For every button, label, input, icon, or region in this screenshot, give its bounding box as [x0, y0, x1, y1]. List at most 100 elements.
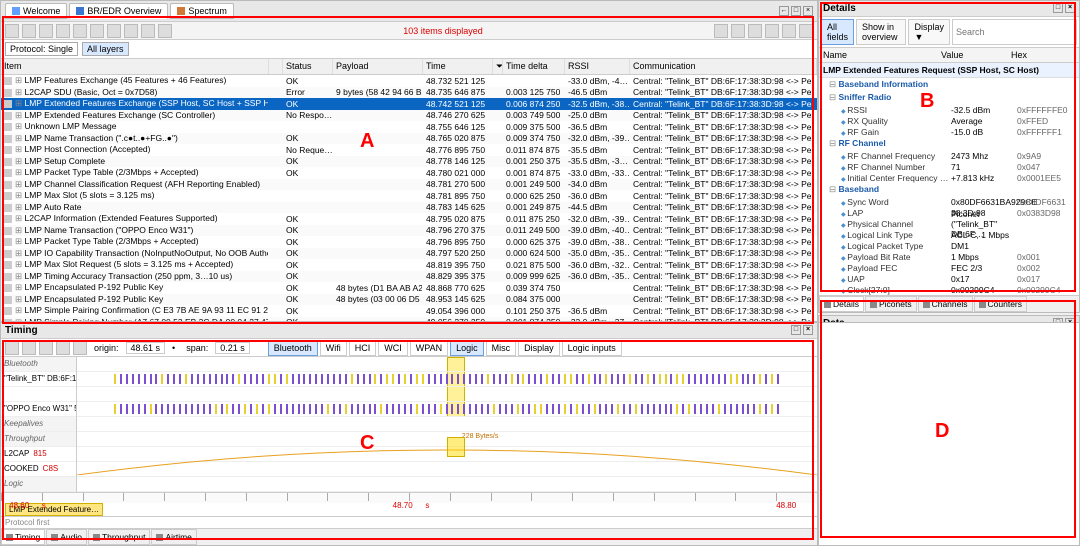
timing-btn[interactable]: [56, 341, 70, 355]
layers-filter[interactable]: All layers: [82, 42, 129, 56]
toolbar-btn[interactable]: [73, 24, 87, 38]
details-item[interactable]: Payload Bit Rate1 Mbps0x001: [819, 251, 1079, 262]
dcol-hex[interactable]: Hex: [1007, 48, 1079, 62]
btab-audio[interactable]: Audio: [46, 529, 87, 545]
toolbar-btn[interactable]: [731, 24, 745, 38]
table-row[interactable]: LMP Channel Classification Request (AFH …: [1, 179, 817, 191]
details-item[interactable]: Sync Word0x80DF6631BA929CE0x80DF6631: [819, 196, 1079, 207]
toolbar-btn[interactable]: [107, 24, 121, 38]
details-search[interactable]: [952, 19, 1077, 45]
span-value[interactable]: 0.21 s: [215, 342, 250, 354]
col-item[interactable]: Item: [1, 59, 269, 74]
table-row[interactable]: LMP Packet Type Table (2/3Mbps + Accepte…: [1, 236, 817, 248]
toolbar-btn[interactable]: [141, 24, 155, 38]
details-item[interactable]: RF Channel Number710x047: [819, 161, 1079, 172]
table-row[interactable]: LMP Max Slot Request (5 slots = 3.125 ms…: [1, 259, 817, 271]
toolbar-btn[interactable]: [56, 24, 70, 38]
lane-category[interactable]: Logic: [1, 477, 76, 492]
table-row[interactable]: LMP Extended Features Exchange (SC Contr…: [1, 110, 817, 122]
btab-counters[interactable]: Counters: [974, 296, 1028, 312]
tab-spectrum[interactable]: Spectrum: [170, 3, 234, 19]
tab-display[interactable]: Display ▼: [908, 19, 950, 45]
table-row[interactable]: LMP Features Exchange (45 Features + 46 …: [1, 75, 817, 87]
filter-tab-misc[interactable]: Misc: [486, 340, 517, 356]
timing-btn[interactable]: [5, 341, 19, 355]
filter-tab-wpan[interactable]: WPAN: [410, 340, 448, 356]
timing-track[interactable]: [77, 417, 817, 432]
packet-rows[interactable]: LMP Features Exchange (45 Features + 46 …: [1, 75, 817, 321]
btab-channels[interactable]: Channels: [918, 296, 973, 312]
col-comm[interactable]: Communication: [630, 59, 817, 74]
details-item[interactable]: Clock[27:0]0x00299C40x00299C4: [819, 284, 1079, 295]
lane-label[interactable]: L2CAP815: [1, 447, 76, 462]
col-status[interactable]: Status: [283, 59, 333, 74]
btab-timing[interactable]: Timing: [1, 529, 45, 545]
btab-piconets[interactable]: Piconets: [865, 296, 917, 312]
details-group[interactable]: Baseband: [819, 183, 1079, 196]
timing-btn[interactable]: [22, 341, 36, 355]
col-delta[interactable]: Time delta: [503, 59, 565, 74]
filter-tab-logic[interactable]: Logic: [450, 340, 484, 356]
table-row[interactable]: LMP Simple Pairing Number (A7 67 00 53 E…: [1, 317, 817, 322]
panel-a-collapse[interactable]: ←: [779, 6, 789, 16]
panel-b-max[interactable]: □: [1053, 3, 1063, 13]
table-row[interactable]: LMP Name Transaction ("OPPO Enco W31")OK…: [1, 225, 817, 237]
details-item[interactable]: Logical Packet TypeDM1: [819, 240, 1079, 251]
filter-tab-bluetooth[interactable]: Bluetooth: [268, 340, 318, 356]
toolbar-btn[interactable]: [39, 24, 53, 38]
table-row[interactable]: LMP Name Transaction (".c●t..●+FG..●")OK…: [1, 133, 817, 145]
timing-track[interactable]: [77, 477, 817, 492]
details-group[interactable]: Baseband Information: [819, 78, 1079, 91]
toolbar-btn[interactable]: [714, 24, 728, 38]
details-item[interactable]: RF Channel Frequency2473 Mhz0x9A9: [819, 150, 1079, 161]
timing-track[interactable]: [77, 402, 817, 417]
tab-overview[interactable]: Show in overview: [856, 19, 906, 45]
btab-throughput[interactable]: Throughput: [88, 529, 150, 545]
toolbar-btn[interactable]: [782, 24, 796, 38]
btab-details[interactable]: Details: [819, 296, 864, 312]
timing-track[interactable]: [77, 387, 817, 402]
table-row[interactable]: LMP Timing Accuracy Transaction (250 ppm…: [1, 271, 817, 283]
details-item[interactable]: Logical Link TypeACL-C, 1 Mbps: [819, 229, 1079, 240]
timing-track[interactable]: [77, 372, 817, 387]
origin-value[interactable]: 48.61 s: [126, 342, 166, 354]
table-row[interactable]: LMP Auto Rate48.783 145 6250.001 249 875…: [1, 202, 817, 214]
btab-airtime[interactable]: Airtime: [151, 529, 196, 545]
details-item[interactable]: LAP38:3D:980x0383D98: [819, 207, 1079, 218]
filter-tab-wifi[interactable]: Wifi: [320, 340, 347, 356]
timing-ruler[interactable]: 48.60 s 48.70 s 48.80: [1, 492, 817, 503]
filter-tab-hci[interactable]: HCI: [349, 340, 377, 356]
toolbar-btn[interactable]: [158, 24, 172, 38]
details-item[interactable]: RSSI-32.5 dBm0xFFFFFFE0: [819, 104, 1079, 115]
details-item[interactable]: Initial Center Frequency …+7.813 kHz0x00…: [819, 172, 1079, 183]
table-row[interactable]: LMP Simple Pairing Confirmation (C E3 7B…: [1, 305, 817, 317]
timing-btn[interactable]: [73, 341, 87, 355]
table-row[interactable]: LMP Host Connection (Accepted)No Reque…4…: [1, 144, 817, 156]
timing-track[interactable]: [77, 357, 817, 372]
table-row[interactable]: L2CAP SDU (Basic, Oct = 0x7D58)Error9 by…: [1, 87, 817, 99]
details-group[interactable]: Sniffer Radio: [819, 91, 1079, 104]
panel-a-close[interactable]: ×: [803, 6, 813, 16]
details-item[interactable]: RF Gain-15.0 dB0xFFFFFF1: [819, 126, 1079, 137]
filter-tab-wci[interactable]: WCI: [378, 340, 408, 356]
details-item[interactable]: Physical ChannelPiconet ("Telink_BT" DB:…: [819, 218, 1079, 229]
toolbar-btn[interactable]: [765, 24, 779, 38]
filter-tab-logic inputs[interactable]: Logic inputs: [562, 340, 622, 356]
table-row[interactable]: LMP Extended Features Exchange (SSP Host…: [1, 98, 817, 110]
table-row[interactable]: L2CAP Information (Extended Features Sup…: [1, 213, 817, 225]
details-item[interactable]: RX QualityAverage0xFFED: [819, 115, 1079, 126]
toolbar-btn[interactable]: [5, 24, 19, 38]
table-row[interactable]: LMP Encapsulated P-192 Public KeyOK48 by…: [1, 294, 817, 306]
details-item[interactable]: UAP0x170x017: [819, 273, 1079, 284]
col-payload[interactable]: Payload: [333, 59, 423, 74]
lane-category[interactable]: Throughput: [1, 432, 76, 447]
panel-a-max[interactable]: □: [791, 6, 801, 16]
lane-category[interactable]: Keepalives: [1, 417, 76, 432]
table-row[interactable]: LMP Encapsulated P-192 Public KeyOK48 by…: [1, 282, 817, 294]
lane-label[interactable]: "OPPO Enco W31" 5C:97:8…: [1, 402, 76, 417]
toolbar-btn[interactable]: [90, 24, 104, 38]
table-row[interactable]: Unknown LMP Message48.755 646 1250.009 3…: [1, 121, 817, 133]
table-row[interactable]: LMP IO Capability Transaction (NoInputNo…: [1, 248, 817, 260]
dcol-value[interactable]: Value: [937, 48, 1007, 62]
toolbar-btn[interactable]: [748, 24, 762, 38]
